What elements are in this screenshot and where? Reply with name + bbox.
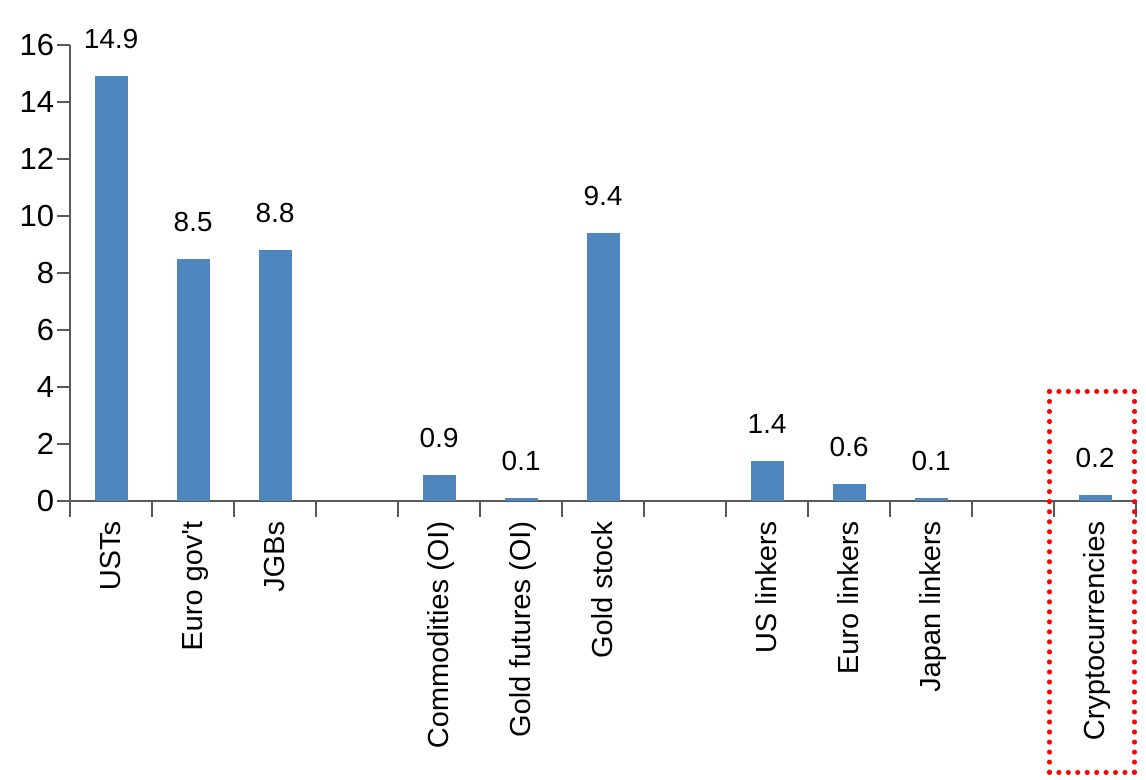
y-tick-label-8: 8 <box>36 255 54 290</box>
x-axis-line <box>69 500 1137 502</box>
highlight-box-cryptocurrencies <box>1047 389 1137 775</box>
x-tick-3 <box>315 501 317 517</box>
bar-jgbs <box>259 250 292 501</box>
value-label-commodities-oi: 0.9 <box>419 422 459 453</box>
bar-euro-gov-t <box>177 259 210 501</box>
y-tick-label-2: 2 <box>36 426 54 461</box>
bar-euro-linkers <box>833 484 866 501</box>
bar-commodities-oi <box>423 475 456 501</box>
value-label-us-linkers: 1.4 <box>747 408 787 439</box>
y-tick-label-14: 14 <box>19 84 54 119</box>
x-tick-2 <box>233 501 235 517</box>
x-label-commodities-oi: Commodities (OI) <box>423 521 455 749</box>
value-label-gold-stock: 9.4 <box>583 180 623 211</box>
bar-cryptocurrencies <box>1079 495 1112 501</box>
y-tick-label-12: 12 <box>19 141 54 176</box>
x-tick-8 <box>725 501 727 517</box>
y-tick-16 <box>57 44 70 46</box>
x-label-jgbs: JGBs <box>259 521 291 592</box>
x-label-japan-linkers: Japan linkers <box>915 521 947 692</box>
y-tick-2 <box>57 443 70 445</box>
y-tick-12 <box>57 158 70 160</box>
x-tick-11 <box>971 501 973 517</box>
value-label-japan-linkers: 0.1 <box>911 445 951 476</box>
value-label-usts: 14.9 <box>83 23 139 54</box>
value-label-cryptocurrencies: 0.2 <box>1075 442 1115 473</box>
x-label-euro-linkers: Euro linkers <box>833 521 865 675</box>
y-axis-line <box>69 45 71 501</box>
bar-usts <box>95 76 128 501</box>
x-label-gold-stock: Gold stock <box>587 521 619 658</box>
x-tick-10 <box>889 501 891 517</box>
x-tick-12 <box>1053 501 1055 517</box>
x-label-usts: USTs <box>95 521 127 591</box>
x-label-euro-gov-t: Euro gov't <box>177 521 209 651</box>
value-label-euro-gov-t: 8.5 <box>173 206 213 237</box>
x-label-us-linkers: US linkers <box>751 521 783 654</box>
bar-us-linkers <box>751 461 784 501</box>
y-tick-14 <box>57 101 70 103</box>
x-tick-9 <box>807 501 809 517</box>
x-tick-1 <box>151 501 153 517</box>
y-tick-label-4: 4 <box>36 369 54 404</box>
y-tick-label-10: 10 <box>19 198 54 233</box>
x-tick-7 <box>643 501 645 517</box>
y-tick-label-6: 6 <box>36 312 54 347</box>
x-tick-4 <box>397 501 399 517</box>
y-tick-10 <box>57 215 70 217</box>
x-tick-0 <box>69 501 71 517</box>
bar-gold-stock <box>587 233 620 501</box>
y-tick-label-0: 0 <box>36 483 54 518</box>
y-tick-0 <box>57 500 70 502</box>
value-label-gold-futures-oi: 0.1 <box>501 445 541 476</box>
bar-gold-futures-oi <box>505 498 538 501</box>
x-tick-6 <box>561 501 563 517</box>
y-tick-6 <box>57 329 70 331</box>
x-tick-5 <box>479 501 481 517</box>
value-label-jgbs: 8.8 <box>255 197 295 228</box>
y-tick-label-16: 16 <box>19 27 54 62</box>
y-tick-8 <box>57 272 70 274</box>
bar-japan-linkers <box>915 498 948 501</box>
x-label-gold-futures-oi: Gold futures (OI) <box>505 521 537 737</box>
y-tick-4 <box>57 386 70 388</box>
value-label-euro-linkers: 0.6 <box>829 431 869 462</box>
